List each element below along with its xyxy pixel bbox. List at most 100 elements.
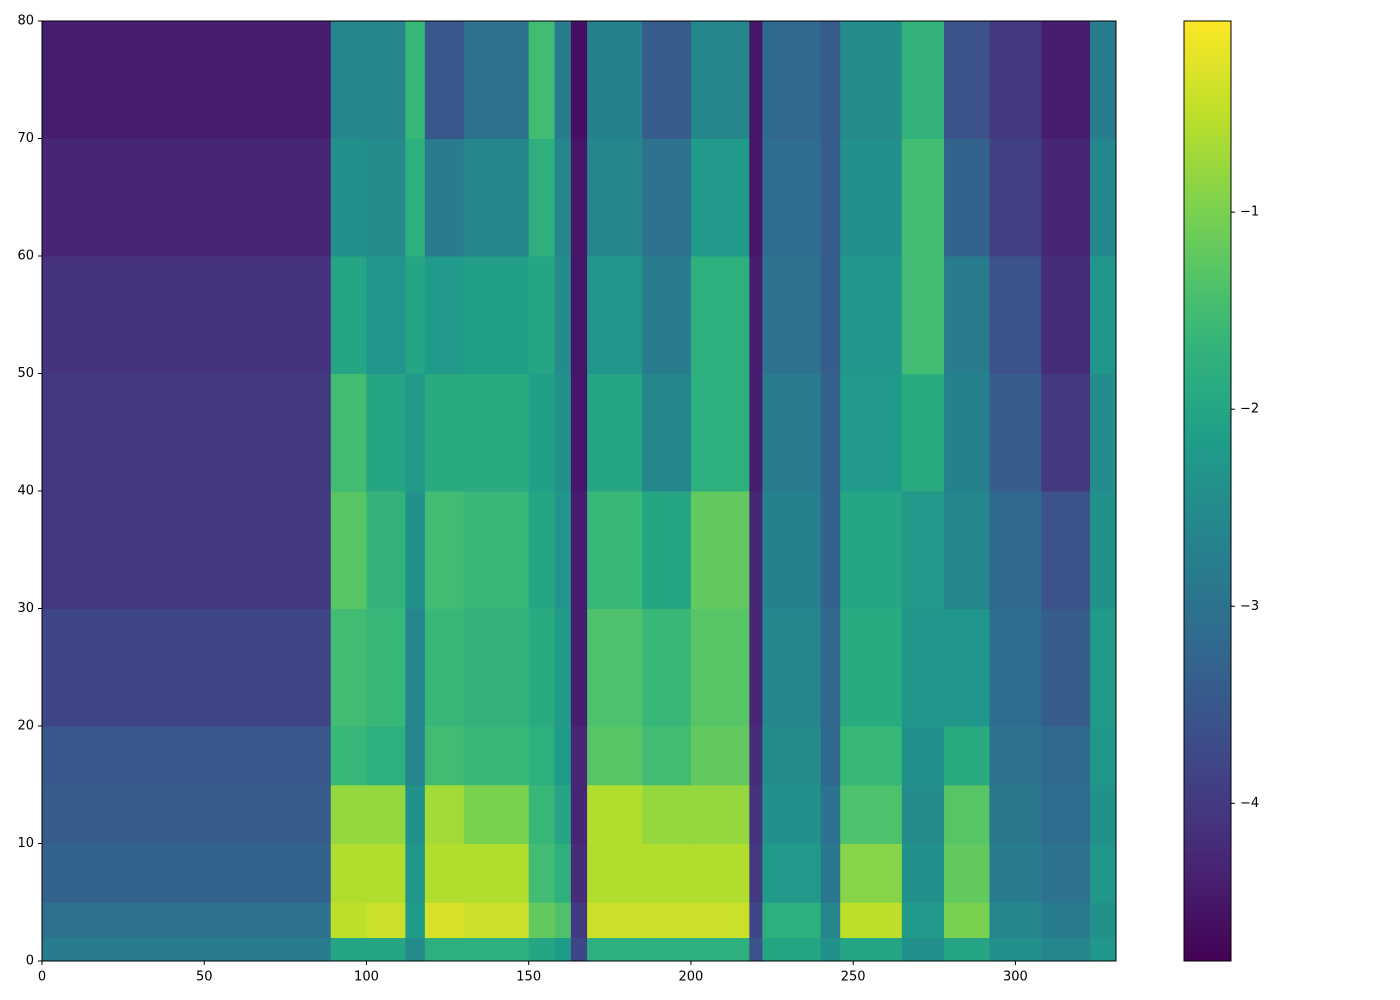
heatmap-cell [749,21,763,139]
heatmap-cell [366,491,406,609]
heatmap-cell [528,726,556,786]
x-tick-label: 200 [679,970,704,985]
heatmap-cell [366,726,406,786]
heatmap-cell [762,138,822,257]
heatmap-cell [1041,21,1091,139]
y-tick-label: 20 [17,719,34,734]
heatmap-cell [554,21,572,139]
heatmap-cell [554,784,572,844]
heatmap-cell [570,608,588,727]
heatmap-cell [820,726,841,786]
heatmap-cell [570,937,588,962]
heatmap-cell [366,843,406,903]
heatmap-cell [42,902,332,938]
heatmap-cell [1090,784,1117,844]
heatmap-cell [587,373,643,492]
heatmap-cell [749,491,763,609]
heatmap-cell [554,373,572,492]
heatmap-cell [901,608,945,727]
heatmap-cell [528,256,556,374]
y-tick-label: 70 [17,131,34,146]
heatmap-cell [424,902,465,938]
heatmap-cell [528,608,556,727]
heatmap-cell [554,726,572,786]
heatmap-cell [330,843,367,903]
x-tick-label: 0 [38,970,46,985]
heatmap-cell [989,937,1042,962]
heatmap-cell [330,21,367,139]
heatmap-cell [642,608,692,727]
heatmap-cell [424,937,465,962]
heatmap-cell [1041,491,1091,609]
heatmap-cell [944,138,990,257]
heatmap-cell [587,843,643,903]
heatmap-cell [587,608,643,727]
heatmap-cell [424,491,465,609]
y-tick-label: 40 [17,484,34,499]
heatmap-cell [749,373,763,492]
heatmap-cell [749,937,763,962]
heatmap-cell [554,256,572,374]
heatmap-cell [366,138,406,257]
heatmap-cell [424,726,465,786]
heatmap-cell [554,937,572,962]
heatmap-cell [989,373,1042,492]
heatmap-cell [463,726,530,786]
heatmap-cell [840,784,903,844]
heatmap-cell [570,373,588,492]
heatmap-cell [405,608,426,727]
x-tick-label: 50 [196,970,213,985]
heatmap-cell [749,784,763,844]
heatmap-cell [405,491,426,609]
heatmap-cell [330,902,367,938]
heatmap-cell [587,21,643,139]
heatmap-cell [463,608,530,727]
colorbar-tick-label: −3 [1240,599,1259,614]
heatmap-cell [762,256,822,374]
heatmap-cell [528,21,556,139]
heatmap-cell [749,256,763,374]
heatmap-cell [1090,902,1117,938]
heatmap-cell [366,902,406,938]
heatmap-cell [463,491,530,609]
heatmap-cell [330,937,367,962]
x-tick-label: 250 [841,970,866,985]
heatmap-cell [330,491,367,609]
heatmap-cell [944,256,990,374]
y-tick-label: 10 [17,836,34,851]
y-tick-label: 80 [17,14,34,29]
colorbar-tick-label: −2 [1240,402,1259,417]
heatmap-cell [570,491,588,609]
heatmap-cell [690,726,750,786]
heatmap-cell [840,138,903,257]
heatmap-cell [944,902,990,938]
heatmap-cell [690,843,750,903]
heatmap-cell [366,784,406,844]
heatmap-cell [42,21,332,139]
heatmap-cell [463,902,530,938]
heatmap-cell [424,373,465,492]
heatmap-cell [642,843,692,903]
heatmap-cell [820,784,841,844]
heatmap-cell [587,937,643,962]
heatmap-cell [405,843,426,903]
heatmap-cell [42,138,332,257]
heatmap-cell [901,21,945,139]
heatmap-cell [642,937,692,962]
heatmap-cell [944,726,990,786]
heatmap-cell [820,373,841,492]
heatmap-cell [820,491,841,609]
heatmap-cell [1090,937,1117,962]
heatmap-cell [989,491,1042,609]
heatmap-cell [570,902,588,938]
heatmap-cell [820,843,841,903]
heatmap-cell [1041,726,1091,786]
heatmap-cell [366,21,406,139]
heatmap-cell [749,843,763,903]
heatmap-cell [944,491,990,609]
heatmap-cell [570,21,588,139]
heatmap-cell [570,784,588,844]
heatmap-cell [840,256,903,374]
heatmap-cell [42,373,332,492]
